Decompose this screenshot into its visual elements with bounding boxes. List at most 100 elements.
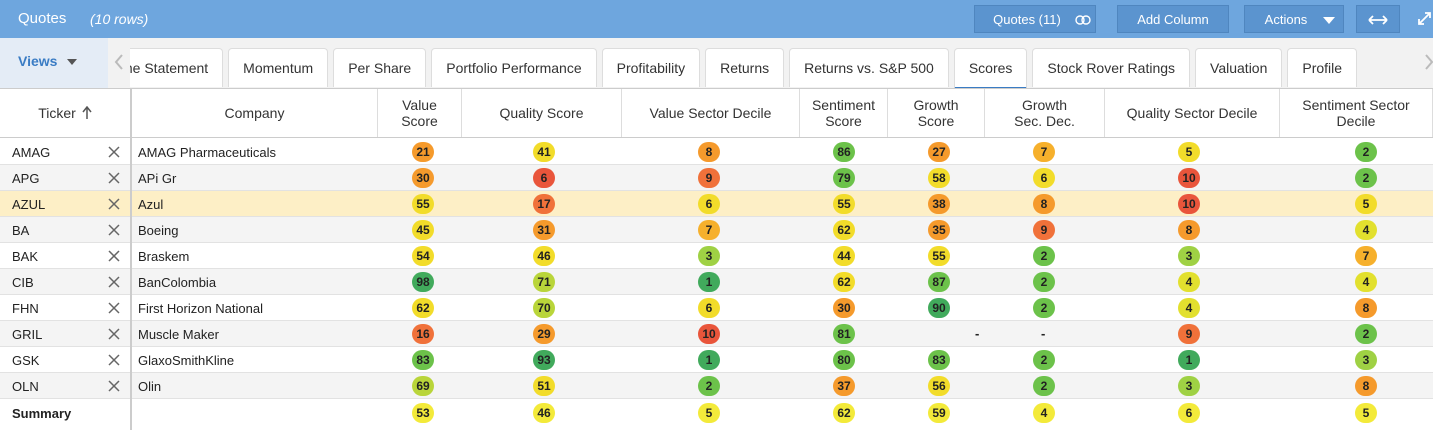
remove-icon[interactable] [108, 380, 120, 392]
empty-value: - [975, 326, 980, 341]
score-badge: 1 [1178, 350, 1200, 370]
score-badge: 4 [1355, 220, 1377, 240]
column-header[interactable]: Growth Sec. Dec. [985, 89, 1105, 137]
company: Olin [138, 379, 162, 394]
score-badge: 38 [928, 194, 950, 214]
column-header[interactable]: Growth Score [888, 89, 985, 137]
score-badge: 16 [412, 324, 434, 344]
toolbar-title: Quotes [18, 10, 67, 27]
score-badge: 6 [698, 194, 720, 214]
tab[interactable]: me Statement [130, 48, 224, 87]
score-badge: 46 [533, 403, 555, 423]
remove-icon[interactable] [108, 302, 120, 314]
score-badge: 83 [928, 350, 950, 370]
score-badge: 8 [1355, 298, 1377, 318]
remove-icon[interactable] [108, 250, 120, 262]
remove-icon[interactable] [108, 172, 120, 184]
resize-icon [1368, 15, 1388, 25]
score-badge: 55 [412, 194, 434, 214]
expand-icon[interactable] [1416, 10, 1433, 27]
button-label: Actions [1264, 12, 1308, 27]
company: Muscle Maker [138, 327, 219, 342]
score-badge: 8 [1355, 376, 1377, 396]
score-badge: 10 [698, 324, 720, 344]
tab[interactable]: Profile [1287, 48, 1358, 87]
column-header[interactable]: Sentiment Sector Decile [1280, 89, 1433, 137]
score-badge: 1 [698, 272, 720, 292]
column-header[interactable]: Quality Sector Decile [1105, 89, 1280, 137]
column-header[interactable]: Sentiment Score [800, 89, 888, 137]
column-header-label: Sentiment Sector Decile [1302, 97, 1410, 129]
score-badge: 2 [1033, 376, 1055, 396]
header-border [0, 137, 1433, 138]
tab[interactable]: Returns [705, 48, 785, 87]
column-header[interactable]: Ticker [0, 89, 132, 137]
remove-icon[interactable] [108, 328, 120, 340]
remove-icon[interactable] [108, 354, 120, 366]
remove-icon[interactable] [108, 276, 120, 288]
score-badge: 53 [412, 403, 434, 423]
remove-icon[interactable] [108, 146, 120, 158]
remove-icon[interactable] [108, 224, 120, 236]
score-badge: 6 [1033, 168, 1055, 188]
scroll-right[interactable] [1424, 54, 1433, 70]
remove-icon[interactable] [108, 198, 120, 210]
column-header-label: Sentiment Score [811, 97, 876, 129]
score-badge: 5 [1178, 142, 1200, 162]
tab[interactable]: Profitability [601, 48, 701, 87]
column-header[interactable]: Quality Score [462, 89, 622, 137]
score-badge: 2 [1355, 168, 1377, 188]
tab[interactable]: Portfolio Performance [431, 48, 597, 87]
tab[interactable]: Valuation [1195, 48, 1283, 87]
resize-button[interactable] [1356, 5, 1400, 33]
score-badge: 4 [1033, 403, 1055, 423]
score-badge: 9 [698, 168, 720, 188]
score-badge: 27 [928, 142, 950, 162]
score-badge: 3 [698, 246, 720, 266]
score-badge: 3 [1355, 350, 1377, 370]
score-badge: 7 [698, 220, 720, 240]
actions-button[interactable]: Actions [1244, 5, 1344, 33]
score-badge: 29 [533, 324, 555, 344]
scroll-left[interactable] [114, 54, 124, 70]
column-header[interactable]: Company [132, 89, 378, 137]
ticker: BAK [12, 249, 39, 264]
tab[interactable]: Per Share [333, 48, 427, 87]
score-badge: 56 [928, 376, 950, 396]
score-badge: 62 [412, 298, 434, 318]
score-badge: 10 [1178, 194, 1200, 214]
score-badge: 5 [698, 403, 720, 423]
score-badge: 71 [533, 272, 555, 292]
score-badge: 6 [533, 168, 555, 188]
row-count: (10 rows) [90, 11, 149, 27]
score-badge: 2 [1033, 272, 1055, 292]
score-badge: 2 [1355, 324, 1377, 344]
score-badge: 2 [1355, 142, 1377, 162]
score-badge: 7 [1355, 246, 1377, 266]
column-header[interactable]: Value Sector Decile [622, 89, 800, 137]
tab[interactable]: Momentum [228, 48, 329, 87]
score-badge: 55 [928, 246, 950, 266]
score-badge: 5 [1355, 403, 1377, 423]
score-badge: 2 [1033, 298, 1055, 318]
score-badge: 62 [833, 220, 855, 240]
score-badge: 55 [833, 194, 855, 214]
score-badge: 6 [698, 298, 720, 318]
score-badge: 69 [412, 376, 434, 396]
company: Azul [138, 197, 164, 212]
score-badge: 83 [412, 350, 434, 370]
quotes-button[interactable]: Quotes (11) [974, 5, 1096, 33]
column-header[interactable]: Value Score [378, 89, 462, 137]
tab[interactable]: Stock Rover Ratings [1032, 48, 1191, 87]
tab[interactable]: Returns vs. S&P 500 [789, 48, 949, 87]
score-badge: 46 [533, 246, 555, 266]
views-menu[interactable]: Views [0, 38, 108, 88]
score-badge: 21 [412, 142, 434, 162]
score-badge: 6 [1178, 403, 1200, 423]
tab[interactable]: Scores [953, 48, 1028, 88]
score-badge: 9 [1033, 220, 1055, 240]
score-badge: 30 [833, 298, 855, 318]
add-column-button[interactable]: Add Column [1117, 5, 1229, 33]
